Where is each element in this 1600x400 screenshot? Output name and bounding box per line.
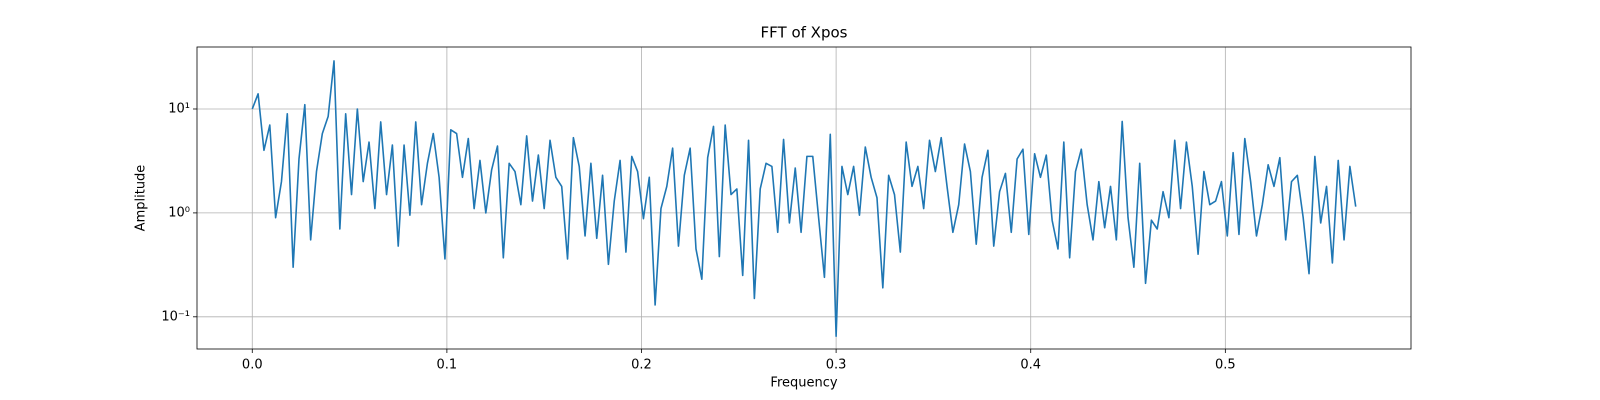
chart-title: FFT of Xpos bbox=[761, 24, 848, 42]
y-axis-label: Amplitude bbox=[134, 165, 149, 232]
y-tick-label: 10⁰ bbox=[168, 205, 190, 220]
x-tick-label: 0.3 bbox=[826, 358, 847, 373]
plot-frame bbox=[196, 46, 1412, 350]
y-tick-label: 10⁻¹ bbox=[161, 309, 190, 324]
x-tick-label: 0.5 bbox=[1215, 358, 1236, 373]
x-tick-label: 0.0 bbox=[242, 358, 263, 373]
x-tick-label: 0.1 bbox=[437, 358, 458, 373]
x-axis-label: Frequency bbox=[770, 376, 837, 391]
data-line bbox=[251, 60, 1357, 338]
x-tick-label: 0.2 bbox=[631, 358, 652, 373]
y-tick-label: 10¹ bbox=[168, 101, 190, 116]
x-tick-label: 0.4 bbox=[1020, 358, 1041, 373]
